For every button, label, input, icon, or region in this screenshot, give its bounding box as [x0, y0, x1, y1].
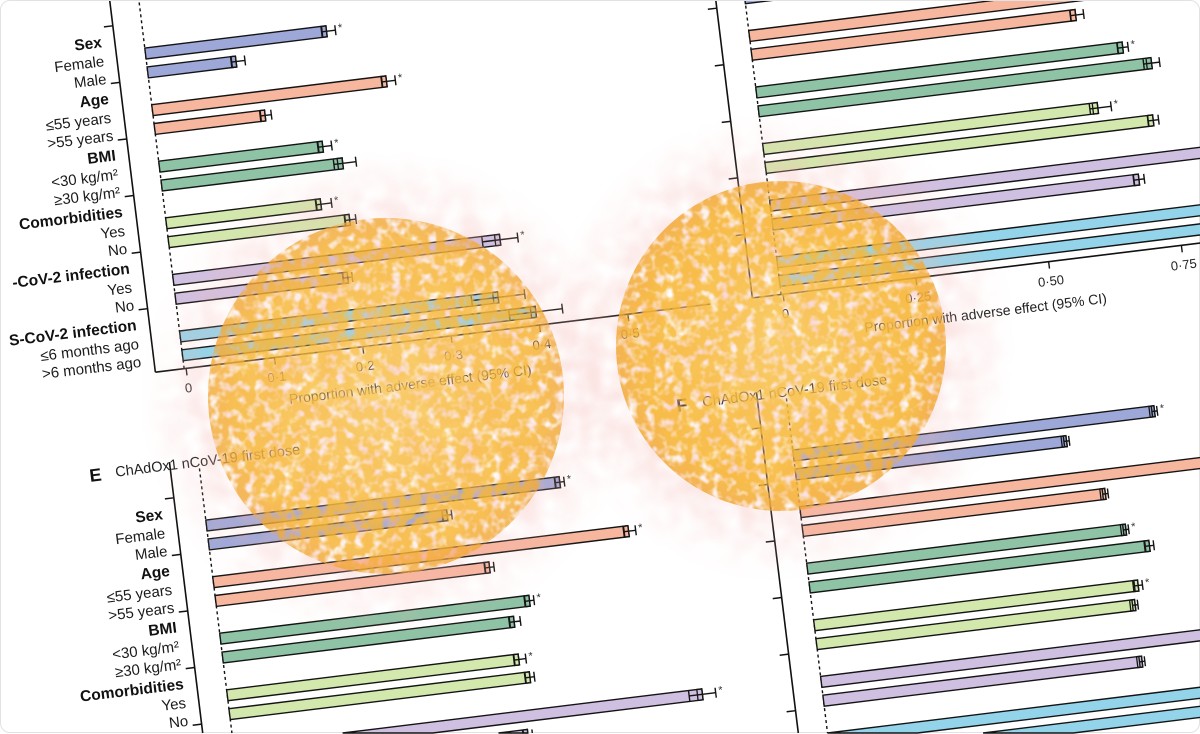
- virus-particle-right: [546, 111, 1016, 581]
